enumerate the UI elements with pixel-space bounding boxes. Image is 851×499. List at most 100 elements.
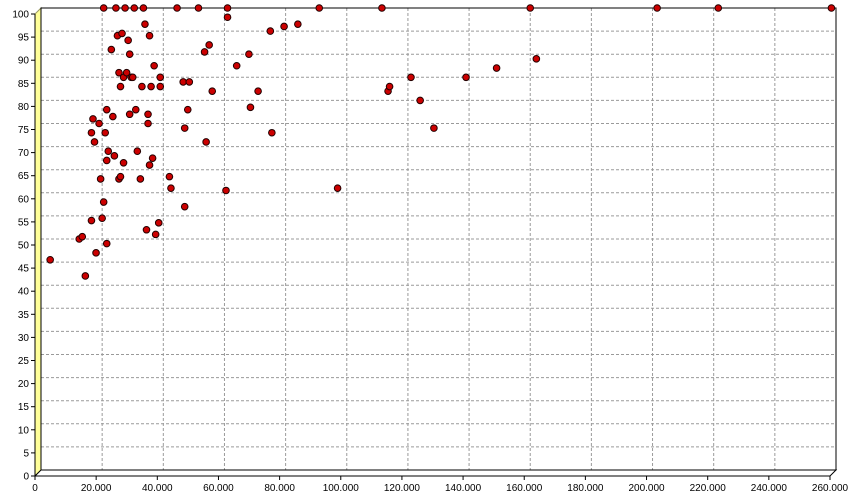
data-point (89, 115, 97, 123)
data-point (122, 68, 131, 77)
data-point (125, 110, 134, 119)
data-point (333, 184, 342, 192)
x-tick-label: 60.000 (203, 483, 234, 494)
data-point (180, 202, 189, 211)
y-tick-label: 90 (18, 56, 30, 67)
data-point (194, 4, 203, 12)
data-point (200, 48, 209, 56)
data-point (416, 96, 424, 105)
y-tick-label: 70 (18, 148, 30, 159)
y-tick-label: 75 (18, 125, 30, 136)
x-tick-label: 140.000 (445, 483, 482, 494)
data-point (90, 138, 99, 146)
data-point (125, 50, 134, 59)
data-point (139, 4, 148, 12)
data-point (109, 112, 117, 121)
data-point (78, 232, 87, 241)
data-point (118, 29, 126, 38)
data-point (378, 4, 386, 12)
x-tick-label: 220.000 (690, 483, 727, 494)
data-point (246, 103, 255, 112)
x-tick-label: 40.000 (142, 483, 173, 494)
x-tick-label: 240.000 (751, 483, 788, 494)
data-point (222, 186, 230, 195)
data-point (462, 73, 470, 82)
data-point (280, 22, 288, 31)
data-point (144, 110, 152, 119)
y-tick-label: 40 (18, 287, 30, 298)
data-point (532, 55, 541, 63)
data-point (121, 4, 129, 12)
x-tick-label: 0 (32, 483, 38, 494)
data-point (87, 216, 96, 225)
data-point (183, 105, 192, 114)
y-tick-label: 30 (18, 333, 30, 344)
data-point (148, 154, 157, 162)
data-point (98, 214, 106, 223)
y-tick-label: 5 (23, 448, 29, 459)
y-tick-label: 20 (18, 379, 30, 390)
data-point (154, 219, 163, 227)
y-tick-label: 45 (18, 264, 30, 275)
y-tick-label: 100 (12, 10, 29, 21)
data-point (119, 158, 128, 167)
data-point (138, 82, 146, 91)
data-point (147, 82, 155, 91)
x-tick-label: 100.000 (323, 483, 360, 494)
data-point (141, 20, 149, 28)
data-point (714, 4, 723, 12)
data-point (96, 175, 105, 183)
y-tick-label: 15 (18, 402, 30, 413)
data-point (205, 41, 213, 49)
y-tick-label: 60 (18, 194, 30, 205)
data-point (185, 78, 194, 86)
left-wall (34, 6, 42, 478)
grid-lines (41, 7, 837, 470)
data-point (179, 78, 187, 86)
data-point (102, 156, 111, 165)
data-point (151, 230, 160, 239)
data-point (145, 31, 154, 40)
y-tick-label: 0 (23, 472, 29, 483)
data-point (526, 4, 535, 12)
x-tick-label: 160.000 (506, 483, 543, 494)
data-point (95, 119, 103, 128)
data-point (136, 175, 145, 183)
data-point (167, 184, 175, 192)
data-point (653, 4, 661, 12)
data-point (245, 50, 253, 59)
data-point (145, 161, 154, 169)
data-point (150, 61, 158, 70)
data-point (156, 82, 165, 91)
data-point (116, 172, 125, 181)
data-point (173, 4, 181, 12)
data-point (81, 272, 90, 280)
data-point (232, 61, 241, 70)
data-point (99, 4, 108, 12)
data-point (156, 73, 165, 82)
data-point (294, 20, 302, 28)
data-point (107, 45, 116, 54)
data-point (407, 73, 415, 82)
y-axis-ticks: 0 5 10 15 20 25 30 35 40 45 50 55 60 65 70 75 80 85 90 95 10… (12, 10, 35, 483)
x-tick-label: 180.000 (567, 483, 604, 494)
data-point (102, 105, 111, 114)
data-point (492, 64, 501, 72)
y-tick-label: 55 (18, 217, 30, 228)
data-point (87, 128, 96, 137)
data-point (223, 4, 232, 12)
data-point (102, 239, 111, 248)
y-tick-label: 95 (18, 33, 30, 44)
data-points (46, 4, 836, 280)
x-tick-label: 20.000 (81, 483, 112, 494)
data-point (254, 87, 262, 95)
data-point (46, 255, 54, 264)
data-point (165, 172, 174, 181)
x-tick-label: 120.000 (384, 483, 421, 494)
x-tick-label: 260.000 (812, 483, 849, 494)
floor (33, 469, 838, 477)
y-tick-label: 10 (18, 425, 30, 436)
data-point (130, 4, 139, 12)
data-point (131, 105, 140, 114)
y-tick-label: 80 (18, 102, 30, 113)
